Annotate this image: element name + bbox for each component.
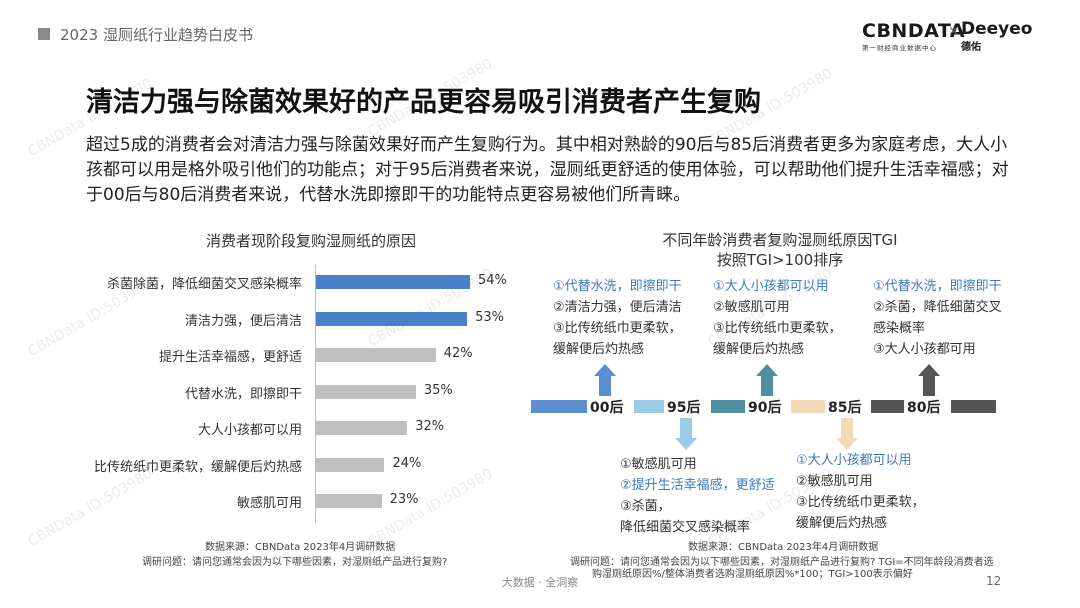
reason-item: ②敏感肌可用 bbox=[796, 474, 873, 489]
bar-value-label: 53% bbox=[475, 309, 505, 325]
right-source-line: 数据来源：CBNData 2023年4月调研数据 bbox=[688, 542, 879, 553]
right-chart-title: 不同年龄消费者复购湿厕纸原因TGI 按照TGI>100排序 bbox=[620, 230, 940, 270]
reason-item: 降低细菌交叉感染概率 bbox=[620, 520, 751, 535]
timeline-label-95: 95后 bbox=[667, 400, 701, 416]
reason-item: ①大人小孩都可以用 bbox=[796, 453, 912, 468]
logo-separator: × bbox=[948, 24, 959, 39]
arrow-up-icon bbox=[594, 364, 616, 396]
reason-item: ①敏感肌可用 bbox=[620, 457, 697, 472]
reason-item: 缓解便后灼热感 bbox=[796, 516, 888, 531]
header-square-icon bbox=[38, 28, 50, 40]
timeline-segment bbox=[791, 400, 825, 413]
timeline-label-80: 80后 bbox=[907, 400, 941, 416]
bar-value-label: 42% bbox=[443, 346, 473, 361]
timeline-segment bbox=[951, 400, 996, 413]
deeyeo-logo: Deeyeo bbox=[961, 19, 1033, 39]
reason-group-00: ①代替水洗，即擦即干 ②清洁力强，便后清洁 ③比传统纸巾更柔软， 缓解便后灼热感 bbox=[553, 276, 682, 360]
reason-item: ③比传统纸巾更柔软， bbox=[713, 321, 842, 336]
timeline-label-85: 85后 bbox=[828, 400, 862, 416]
right-chart-title-line1: 不同年龄消费者复购湿厕纸原因TGI bbox=[662, 231, 898, 249]
left-chart-title: 消费者现阶段复购湿厕纸的原因 bbox=[206, 232, 417, 250]
arrow-down-icon bbox=[675, 418, 697, 450]
bar-category-label: 杀菌除菌，降低细菌交叉感染概率 bbox=[106, 277, 302, 292]
bar-value-label: 24% bbox=[392, 455, 422, 471]
bar-category-label: 比传统纸巾更柔软，缓解便后灼热感 bbox=[93, 459, 302, 475]
right-question-line: 调研问题：请问您通常会因为以下哪些因素，对湿厕纸产品进行复购? TGI=不同年龄… bbox=[570, 557, 994, 568]
timeline-segment bbox=[531, 400, 587, 413]
bar-category-label: 提升生活幸福感，更舒适 bbox=[158, 350, 302, 365]
reason-item: ③比传统纸巾更柔软， bbox=[796, 495, 925, 510]
cbndata-logo: CBΝDATA bbox=[862, 20, 966, 42]
summary-paragraph: 超过5成的消费者会对清洁力强与除菌效果好而产生复购行为。其中相对熟龄的90后与8… bbox=[86, 135, 1009, 205]
bar-category-label: 大人小孩都可以用 bbox=[197, 423, 302, 438]
bar-value-label: 54% bbox=[478, 273, 507, 288]
bar bbox=[316, 311, 468, 326]
arrow-up-icon bbox=[756, 364, 778, 396]
page-title: 清洁力强与除菌效果好的产品更容易吸引消费者产生复购 bbox=[86, 87, 761, 118]
report-title: 2023 湿厕纸行业趋势白皮书 bbox=[60, 26, 253, 44]
bar bbox=[316, 494, 382, 508]
bar bbox=[316, 275, 470, 289]
timeline-label-00: 00后 bbox=[590, 400, 624, 416]
reason-item: ①代替水洗，即擦即干 bbox=[873, 279, 1002, 294]
bar bbox=[316, 457, 385, 472]
bar-value-label: 35% bbox=[423, 382, 453, 398]
timeline-segment bbox=[871, 400, 904, 413]
reason-item: ③大人小孩都可用 bbox=[873, 342, 976, 357]
right-question-line-2: 购湿厕纸原因%/整体消费者选购湿厕纸原因%*100；TGI>100表示偏好 bbox=[592, 569, 913, 580]
arrow-up-icon bbox=[918, 364, 940, 396]
arrow-down-icon bbox=[836, 418, 858, 450]
reason-item: ②敏感肌可用 bbox=[713, 300, 790, 315]
page-number: 12 bbox=[986, 574, 1002, 588]
bar-value-label: 23% bbox=[389, 492, 419, 507]
bar-category-label: 清洁力强，便后清洁 bbox=[184, 313, 302, 329]
reason-group-80: ①代替水洗，即擦即干 ②杀菌，降低细菌交叉 感染概率 ③大人小孩都可用 bbox=[873, 276, 1002, 360]
reason-item: ②提升生活幸福感，更舒适 bbox=[620, 478, 775, 493]
reason-item: ③杀菌， bbox=[620, 499, 671, 514]
bar-category-label: 代替水洗，即擦即干 bbox=[184, 386, 302, 402]
left-source-line: 数据来源：CBNData 2023年4月调研数据 bbox=[205, 542, 396, 553]
reason-item: ②杀菌，降低细菌交叉 bbox=[873, 300, 1002, 315]
reason-item: 感染概率 bbox=[873, 321, 926, 336]
reason-group-85: ①大人小孩都可以用 ②敏感肌可用 ③比传统纸巾更柔软， 缓解便后灼热感 bbox=[796, 450, 925, 534]
timeline-label-90: 90后 bbox=[748, 400, 782, 416]
footer-slogan: 大数据 · 全洞察 bbox=[501, 576, 579, 589]
deeyeo-logo-subtitle: 德佑 bbox=[961, 42, 981, 53]
reason-item: ①代替水洗，即擦即干 bbox=[553, 279, 682, 294]
cbndata-logo-subtitle: 第一财经商业数据中心 bbox=[862, 44, 937, 52]
bar-value-label: 32% bbox=[415, 419, 445, 434]
bar-category-label: 敏感肌可用 bbox=[236, 496, 302, 511]
left-chart-axis bbox=[315, 265, 316, 523]
bar bbox=[316, 348, 436, 362]
reason-item: ③比传统纸巾更柔软， bbox=[553, 321, 682, 336]
bar bbox=[316, 384, 416, 399]
reason-group-95: ①敏感肌可用 ②提升生活幸福感，更舒适 ③杀菌， 降低细菌交叉感染概率 bbox=[620, 454, 775, 538]
reason-item: 缓解便后灼热感 bbox=[713, 342, 805, 357]
timeline-segment bbox=[711, 400, 745, 413]
reason-group-90: ①大人小孩都可以用 ②敏感肌可用 ③比传统纸巾更柔软， 缓解便后灼热感 bbox=[713, 276, 842, 360]
reason-item: ①大人小孩都可以用 bbox=[713, 279, 829, 294]
left-question-line: 调研问题：请问您通常会因为以下哪些因素，对湿厕纸产品进行复购? bbox=[142, 557, 448, 568]
right-chart-title-line2: 按照TGI>100排序 bbox=[716, 251, 844, 269]
reason-item: 缓解便后灼热感 bbox=[553, 342, 645, 357]
bar bbox=[316, 421, 408, 435]
timeline-segment bbox=[634, 400, 664, 413]
reason-item: ②清洁力强，便后清洁 bbox=[553, 300, 682, 315]
